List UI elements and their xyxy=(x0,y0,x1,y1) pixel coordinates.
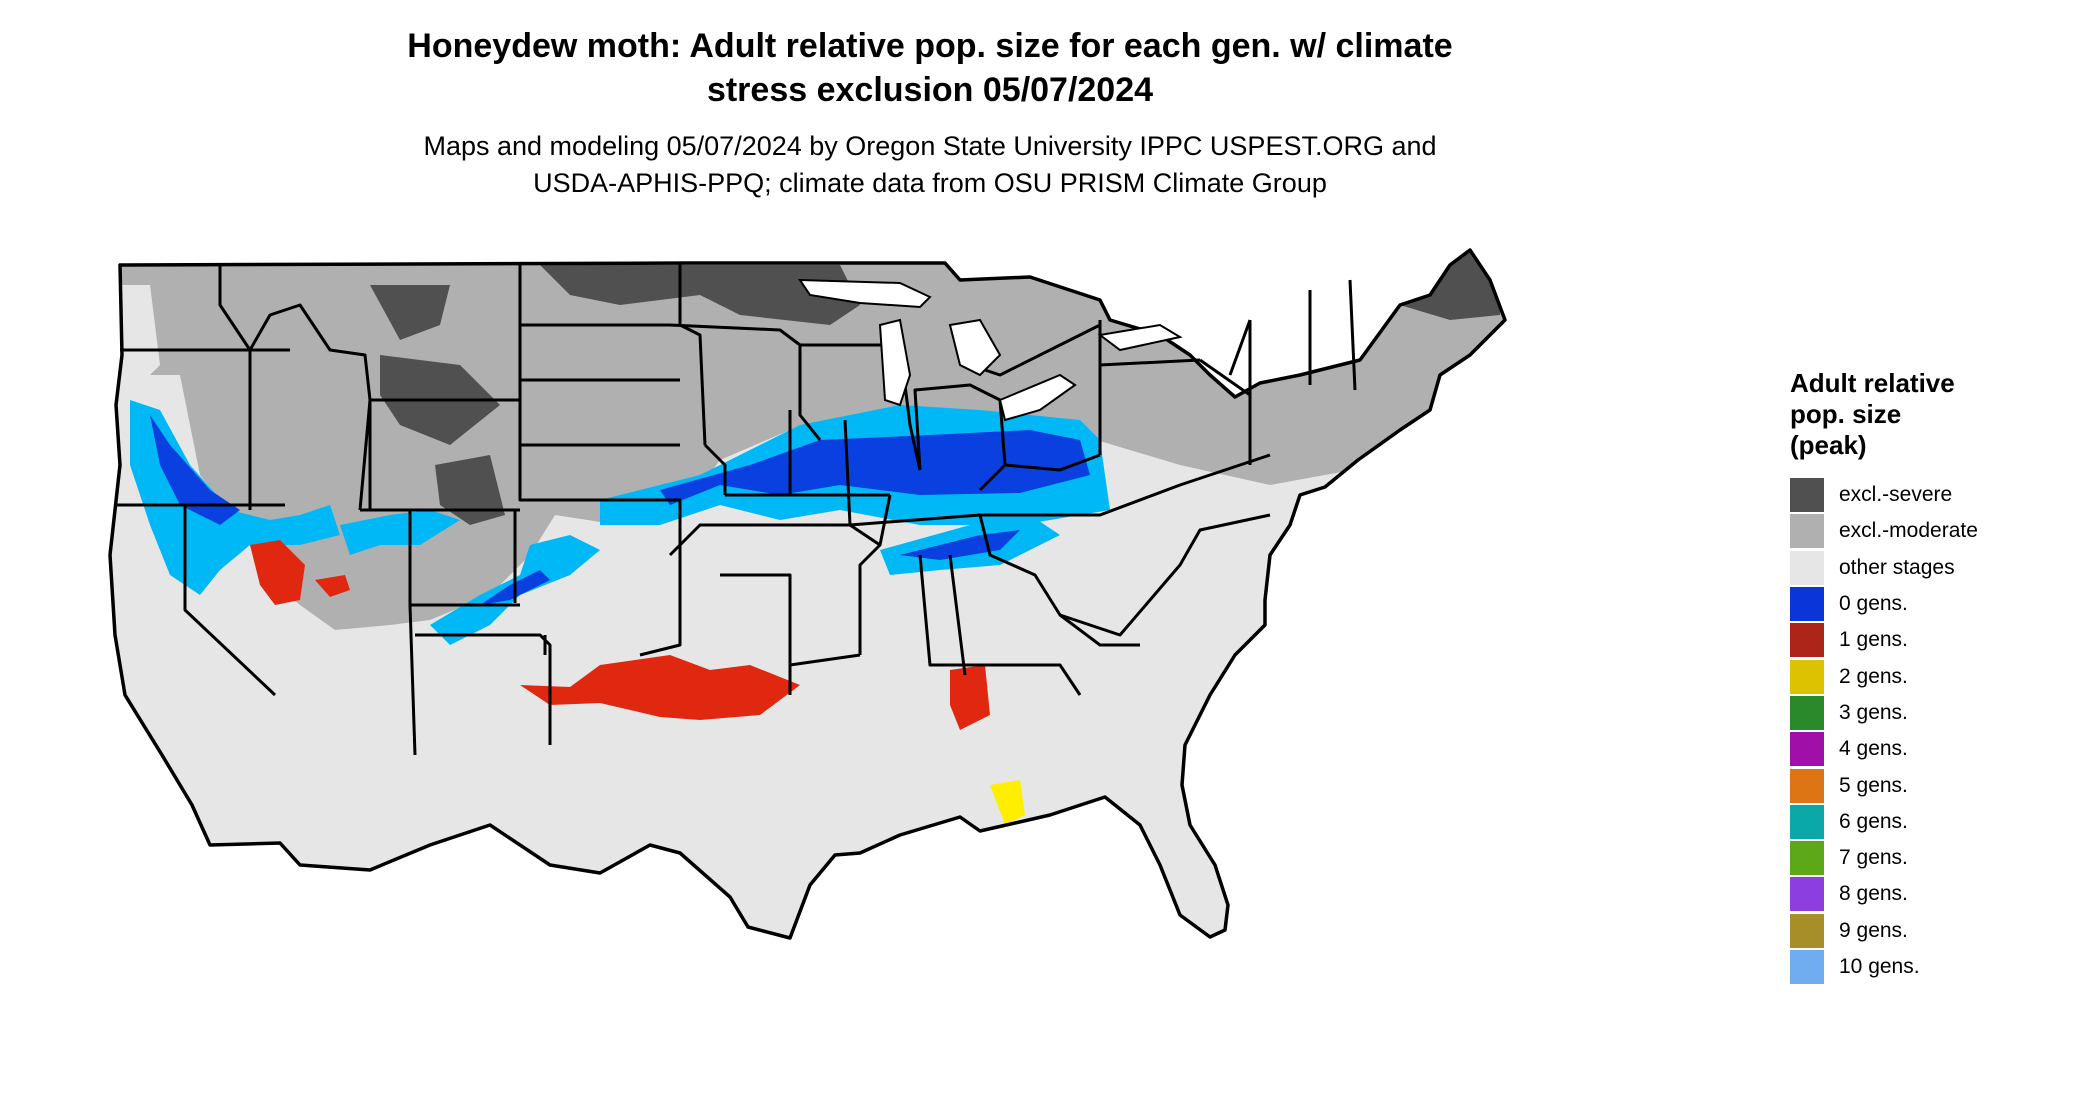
legend-label: 3 gens. xyxy=(1839,700,1908,724)
legend-item: 0 gens. xyxy=(1790,586,2090,622)
legend-item: 8 gens. xyxy=(1790,876,2090,912)
legend-label: 8 gens. xyxy=(1839,882,1908,906)
legend-swatch xyxy=(1790,913,1824,948)
legend-item: 7 gens. xyxy=(1790,840,2090,876)
legend-swatch xyxy=(1790,587,1824,622)
legend-label: 0 gens. xyxy=(1839,592,1908,616)
legend-swatch xyxy=(1790,514,1824,549)
legend-items: excl.-severe excl.-moderate other stages 0 … xyxy=(1790,477,2090,985)
legend-item: excl.-moderate xyxy=(1790,513,2090,549)
legend-swatch xyxy=(1790,950,1824,984)
legend-label: 1 gens. xyxy=(1839,628,1908,652)
legend-item: 9 gens. xyxy=(1790,913,2090,949)
legend-title-line-3: (peak) xyxy=(1790,430,1867,460)
legend-item: excl.-severe xyxy=(1790,477,2090,513)
map-title: Honeydew moth: Adult relative pop. size … xyxy=(300,24,1560,112)
legend-label: 9 gens. xyxy=(1839,918,1908,942)
legend-item: 3 gens. xyxy=(1790,695,2090,731)
legend-swatch xyxy=(1790,732,1824,767)
legend-label: 5 gens. xyxy=(1839,773,1908,797)
legend-label: 10 gens. xyxy=(1839,955,1920,978)
title-line-1: Honeydew moth: Adult relative pop. size … xyxy=(407,27,1453,65)
legend-label: excl.-moderate xyxy=(1839,519,1978,543)
legend-item: 5 gens. xyxy=(1790,767,2090,803)
map-subtitle: Maps and modeling 05/07/2024 by Oregon S… xyxy=(300,128,1560,202)
legend-swatch xyxy=(1790,478,1824,513)
legend-swatch xyxy=(1790,695,1824,730)
legend-label: 2 gens. xyxy=(1839,664,1908,688)
legend-swatch xyxy=(1790,659,1824,694)
legend-title-line-1: Adult relative xyxy=(1790,368,1955,398)
legend-label: excl.-severe xyxy=(1839,483,1953,507)
subtitle-line-1: Maps and modeling 05/07/2024 by Oregon S… xyxy=(423,131,1437,161)
legend-swatch xyxy=(1790,550,1824,585)
title-line-2: stress exclusion 05/07/2024 xyxy=(706,71,1154,109)
legend-item: 1 gens. xyxy=(1790,622,2090,658)
legend-swatch xyxy=(1790,877,1824,912)
legend-swatch xyxy=(1790,623,1824,658)
legend-swatch xyxy=(1790,841,1824,876)
legend-swatch xyxy=(1790,804,1824,839)
legend-label: 6 gens. xyxy=(1839,809,1908,833)
legend-title: Adult relative pop. size (peak) xyxy=(1790,368,2090,461)
map-legend: Adult relative pop. size (peak) excl.-se… xyxy=(1790,368,2090,985)
legend-label: other stages xyxy=(1839,555,1955,579)
subtitle-line-2: USDA-APHIS-PPQ; climate data from OSU PR… xyxy=(533,168,1327,198)
legend-item: 6 gens. xyxy=(1790,804,2090,840)
legend-item: 2 gens. xyxy=(1790,658,2090,694)
legend-item: other stages xyxy=(1790,550,2090,586)
legend-item: 10 gens. xyxy=(1790,949,2090,985)
us-map xyxy=(108,248,1507,940)
legend-swatch xyxy=(1790,768,1824,803)
legend-label: 7 gens. xyxy=(1839,846,1908,870)
legend-label: 4 gens. xyxy=(1839,737,1908,761)
legend-title-line-2: pop. size xyxy=(1790,399,1902,429)
legend-item: 4 gens. xyxy=(1790,731,2090,767)
